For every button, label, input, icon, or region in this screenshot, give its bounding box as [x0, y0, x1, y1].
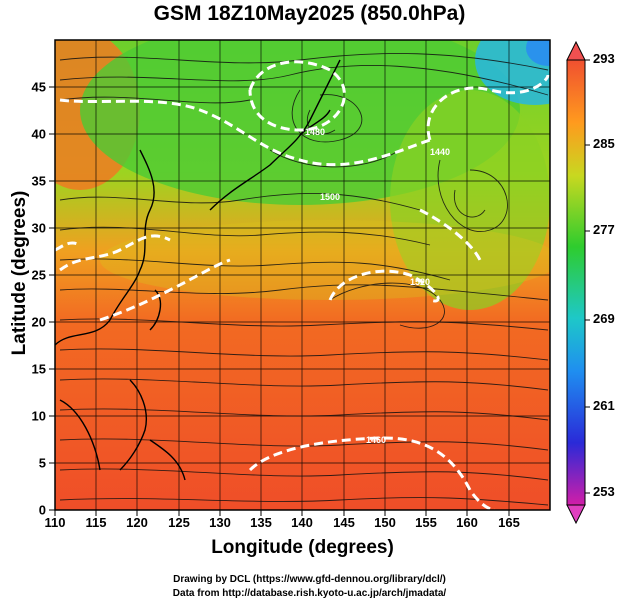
y-tick-label: 5	[38, 455, 46, 471]
contour-label: 1500	[320, 192, 340, 202]
y-tick-label: 30	[31, 220, 46, 236]
colorbar-label: 285	[593, 136, 615, 151]
contour-label: 1460	[366, 435, 386, 445]
colorbar	[566, 40, 590, 525]
colorbar-label: 269	[593, 311, 615, 326]
credit-line-drawing: Drawing by DCL (https://www.gfd-dennou.o…	[173, 574, 446, 585]
colorbar-label: 261	[593, 398, 615, 413]
colorbar-label: 253	[593, 484, 615, 499]
credit-line-data: Data from http://database.rish.kyoto-u.a…	[172, 588, 447, 599]
coastlines	[55, 59, 341, 481]
y-tick-label: 40	[31, 126, 46, 142]
x-tick-label: 165	[498, 515, 520, 530]
height-contours	[55, 60, 550, 510]
chart-title: GSM 18Z10May2025 (850.0hPa)	[153, 2, 466, 25]
colorbar-top-arrow	[566, 40, 586, 61]
y-tick-label: 0	[38, 502, 46, 518]
x-tick-label: 110	[44, 515, 66, 530]
colorbar-label: 293	[593, 51, 615, 66]
x-tick-label: 120	[126, 515, 148, 530]
y-tick-label: 25	[31, 267, 46, 283]
x-tick-label: 155	[415, 515, 437, 530]
y-tick-label: 20	[31, 314, 46, 330]
y-tick-label: 45	[31, 79, 46, 95]
y-axis-label: Latitude (degrees)	[9, 190, 30, 356]
x-tick-label: 145	[333, 515, 355, 530]
x-tick-label: 140	[291, 515, 313, 530]
y-tick-label: 15	[31, 361, 46, 377]
plot-area: 1460 1520 1500 1480 1440	[55, 40, 550, 510]
contour-label: 1520	[410, 277, 430, 287]
x-tick-label: 130	[209, 515, 231, 530]
streamlines	[59, 53, 549, 506]
gridlines	[55, 40, 550, 510]
colorbar-label: 277	[593, 222, 615, 237]
x-tick-label: 125	[168, 515, 190, 530]
tick-marks	[49, 86, 510, 516]
x-tick-label: 160	[456, 515, 478, 530]
x-tick-label: 135	[250, 515, 272, 530]
y-tick-label: 10	[31, 408, 46, 424]
colorbar-bottom-arrow	[566, 504, 586, 525]
contour-label: 1480	[305, 127, 325, 137]
y-tick-label: 35	[31, 173, 46, 189]
contour-label: 1440	[430, 147, 450, 157]
x-tick-label: 150	[374, 515, 396, 530]
x-tick-label: 115	[85, 515, 107, 530]
x-axis-label: Longitude (degrees)	[211, 537, 394, 558]
